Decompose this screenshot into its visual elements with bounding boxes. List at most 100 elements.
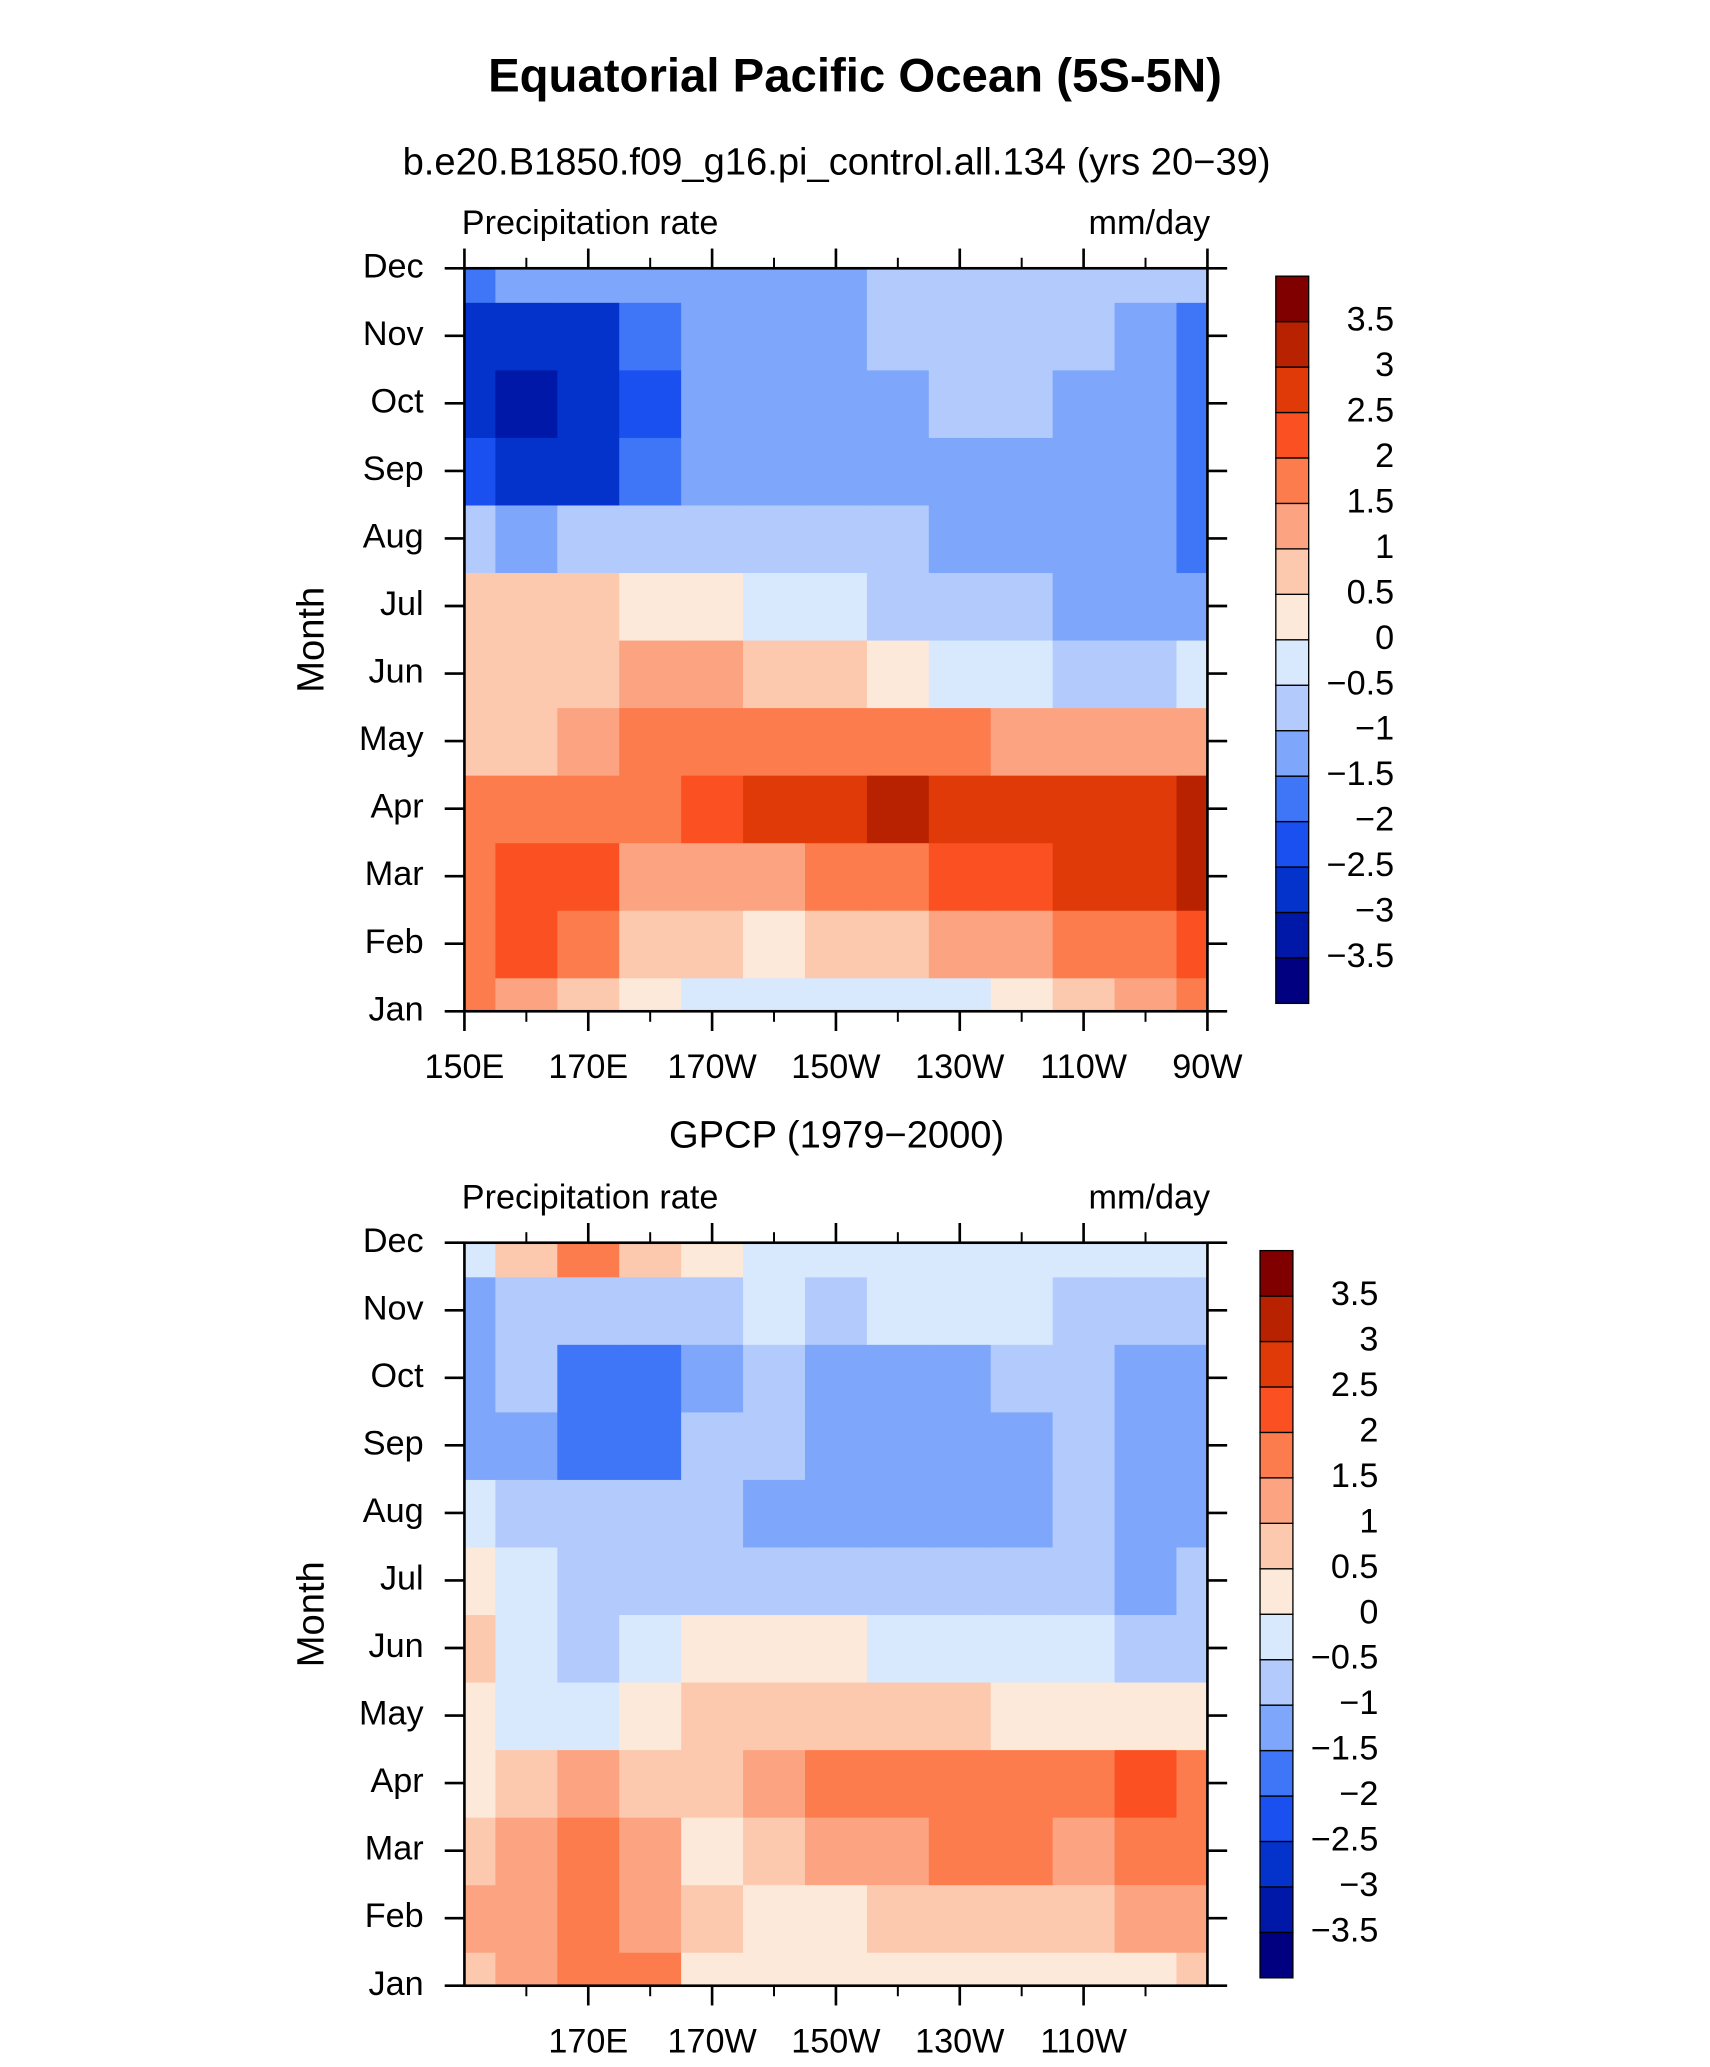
contour-cell bbox=[743, 504, 806, 574]
contour-cell bbox=[1176, 504, 1208, 574]
contour-cell bbox=[681, 1546, 744, 1616]
colorbar-box bbox=[1275, 320, 1310, 368]
contour-cell bbox=[743, 1816, 806, 1886]
contour-cell bbox=[557, 1242, 621, 1278]
contour-cell bbox=[1176, 639, 1208, 709]
contour-cell bbox=[743, 1951, 806, 1986]
colorbar-box bbox=[1259, 1840, 1294, 1888]
colorbar-box bbox=[1275, 593, 1310, 641]
contour-cell bbox=[495, 1816, 559, 1886]
contour-cell bbox=[1114, 369, 1178, 438]
contour-cell bbox=[1176, 1276, 1208, 1345]
colorbar-label: −2.5 bbox=[1327, 846, 1395, 884]
y-tick-label: May bbox=[359, 720, 424, 758]
contour-cell bbox=[1114, 977, 1178, 1012]
contour-cell bbox=[619, 1614, 682, 1683]
contour-cell bbox=[928, 1681, 992, 1751]
x-tick-label: 150W bbox=[791, 2023, 881, 2061]
y-tick-label: Mar bbox=[365, 1830, 424, 1868]
colorbar-box bbox=[1275, 457, 1310, 505]
contour-cell bbox=[804, 1749, 868, 1818]
colorbar-box bbox=[1259, 1613, 1294, 1661]
contour-cell bbox=[804, 1411, 868, 1480]
colorbar-label: −3 bbox=[1355, 892, 1394, 930]
contour-cell bbox=[1052, 1546, 1116, 1616]
contour-cell bbox=[928, 504, 992, 574]
contour-cell bbox=[1052, 1681, 1116, 1751]
contour-cell bbox=[464, 268, 497, 303]
contour-cell bbox=[1114, 707, 1178, 776]
contour-cell bbox=[619, 1749, 682, 1818]
contour-cell bbox=[557, 1614, 621, 1683]
contour-cell bbox=[557, 909, 621, 979]
contour-cell bbox=[1052, 909, 1116, 979]
contour-cell bbox=[1176, 1681, 1208, 1751]
contour-cell bbox=[990, 909, 1054, 979]
contour-cell bbox=[1176, 1242, 1208, 1278]
y-tick-label: Oct bbox=[370, 1357, 424, 1395]
contour-cell bbox=[495, 1479, 559, 1548]
contour-cell bbox=[1052, 1614, 1116, 1683]
y-tick-label: Feb bbox=[365, 1897, 424, 1935]
contour-cell bbox=[990, 1411, 1054, 1480]
contour-cell bbox=[804, 1242, 868, 1278]
contour-cell bbox=[464, 369, 497, 438]
contour-cell bbox=[495, 1951, 559, 1986]
contour-cell bbox=[743, 1479, 806, 1548]
contour-cell bbox=[743, 1344, 806, 1413]
contour-cell bbox=[928, 774, 992, 844]
contour-cell bbox=[557, 842, 621, 911]
contour-cell bbox=[681, 572, 744, 641]
contour-cell bbox=[619, 1681, 682, 1751]
contour-cell bbox=[464, 1276, 497, 1345]
y-tick-label: Apr bbox=[370, 1762, 423, 1800]
colorbar-box bbox=[1259, 1568, 1294, 1615]
contour-cell bbox=[743, 1884, 806, 1953]
contour-cell bbox=[1114, 302, 1178, 371]
contour-cell bbox=[990, 437, 1054, 506]
contour-cell bbox=[619, 302, 682, 371]
contour-cell bbox=[1176, 1344, 1208, 1413]
colorbar-box bbox=[1259, 1477, 1294, 1524]
y-tick-label: Jul bbox=[380, 585, 424, 623]
contour-cell bbox=[1114, 1681, 1178, 1751]
contour-cell bbox=[681, 639, 744, 709]
contour-cell bbox=[804, 639, 868, 709]
contour-cell bbox=[990, 504, 1054, 574]
colorbar-box bbox=[1275, 957, 1310, 1005]
contour-cell bbox=[1052, 1816, 1116, 1886]
colorbar-label: −2 bbox=[1339, 1775, 1378, 1813]
contour-cell bbox=[464, 1681, 497, 1751]
colorbar-label: −1 bbox=[1339, 1684, 1378, 1722]
contour-cell bbox=[866, 268, 930, 303]
contour-cell bbox=[557, 369, 621, 438]
colorbar-box bbox=[1259, 1931, 1294, 1979]
contour-cell bbox=[1052, 707, 1116, 776]
contour-cell bbox=[928, 437, 992, 506]
contour-cell bbox=[990, 1884, 1054, 1953]
contour-cell bbox=[557, 268, 621, 303]
contour-cell bbox=[1176, 1546, 1208, 1616]
contour-cell bbox=[464, 1479, 497, 1548]
contour-cell bbox=[681, 504, 744, 574]
colorbar-label: 3.5 bbox=[1347, 301, 1395, 339]
y-tick-label: Aug bbox=[363, 1492, 424, 1530]
contour-cell bbox=[804, 1344, 868, 1413]
contour-cell bbox=[990, 707, 1054, 776]
contour-cell bbox=[495, 1242, 559, 1278]
colorbar-label: −3 bbox=[1339, 1866, 1378, 1904]
colorbar-label: −1.5 bbox=[1327, 755, 1395, 793]
x-tick-label: 110W bbox=[1040, 2023, 1128, 2061]
y-tick-label: Jan bbox=[369, 1965, 424, 2003]
contour-cell bbox=[743, 909, 806, 979]
colorbar-label: −3.5 bbox=[1327, 937, 1395, 975]
contour-cell bbox=[557, 572, 621, 641]
contour-cell bbox=[866, 1411, 930, 1480]
contour-cell bbox=[681, 1276, 744, 1345]
contour-cell bbox=[557, 1951, 621, 1986]
x-tick-label: 130W bbox=[915, 2023, 1005, 2061]
colorbar-label: 1 bbox=[1359, 1502, 1378, 1540]
contour-cell bbox=[1176, 1816, 1208, 1886]
contour-cell bbox=[743, 842, 806, 911]
contour-cell bbox=[928, 1749, 992, 1818]
